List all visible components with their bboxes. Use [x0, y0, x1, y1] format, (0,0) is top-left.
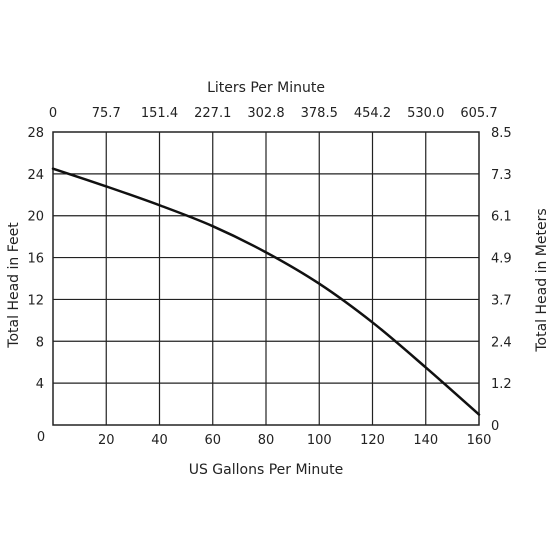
- horizontal-grid-lines: [53, 173, 479, 384]
- left-axis-title: Total Head in Feet: [6, 222, 22, 349]
- y-tick-label: 24: [27, 168, 44, 183]
- x-tick-label: 100: [307, 433, 332, 448]
- x2-tick-label: 530.0: [407, 106, 444, 121]
- y2-tick-label: 8.5: [491, 126, 512, 141]
- y2-tick-label: 7.3: [491, 168, 512, 183]
- y-tick-label: 8: [36, 335, 44, 350]
- x-tick-label: 0: [37, 430, 45, 445]
- y-tick-label: 16: [27, 252, 44, 267]
- y2-tick-label: 3.7: [491, 293, 512, 308]
- x2-tick-label: 227.1: [194, 106, 231, 121]
- x-tick-label: 80: [258, 433, 275, 448]
- x-tick-label: 60: [204, 433, 221, 448]
- x-tick-label: 20: [98, 433, 115, 448]
- y-tick-label: 20: [27, 210, 44, 225]
- y-tick-label: 28: [27, 126, 44, 141]
- head-curve-line: [51, 167, 481, 416]
- x2-tick-label: 454.2: [354, 106, 391, 121]
- y-tick-label: 4: [36, 377, 44, 392]
- vertical-grid-lines: [105, 132, 427, 425]
- x2-tick-label: 151.4: [141, 106, 178, 121]
- top-tick-labels: 0 75.7 151.4 227.1 302.8 378.5 454.2 530.0 605.7: [49, 106, 498, 121]
- bottom-tick-labels: 0 20 40 60 80 100 120 140 160: [37, 430, 492, 448]
- x2-tick-label: 302.8: [247, 106, 284, 121]
- y-tick-label: 12: [27, 293, 44, 308]
- x-tick-label: 120: [360, 433, 385, 448]
- y2-tick-label: 2.4: [491, 335, 512, 350]
- x2-tick-label: 0: [49, 106, 57, 121]
- left-tick-labels: 4 8 12 16 20 24 28: [27, 126, 44, 392]
- x2-tick-label: 378.5: [301, 106, 338, 121]
- y2-tick-label: 6.1: [491, 210, 512, 225]
- x2-tick-label: 605.7: [460, 106, 497, 121]
- y2-tick-label: 1.2: [491, 377, 512, 392]
- right-axis-title: Total Head in Meters: [534, 208, 550, 352]
- x2-tick-label: 75.7: [92, 106, 121, 121]
- y2-tick-label: 4.9: [491, 252, 512, 267]
- x-axis-title: US Gallons Per Minute: [189, 462, 344, 478]
- x-tick-label: 160: [467, 433, 492, 448]
- plot-frame: [52, 131, 480, 426]
- right-tick-labels: 0 1.2 2.4 3.7 4.9 6.1 7.3 8.5: [491, 126, 512, 434]
- x-tick-label: 140: [413, 433, 438, 448]
- x-tick-label: 40: [151, 433, 168, 448]
- top-axis-title: Liters Per Minute: [207, 80, 325, 96]
- y2-tick-label: 0: [491, 419, 499, 434]
